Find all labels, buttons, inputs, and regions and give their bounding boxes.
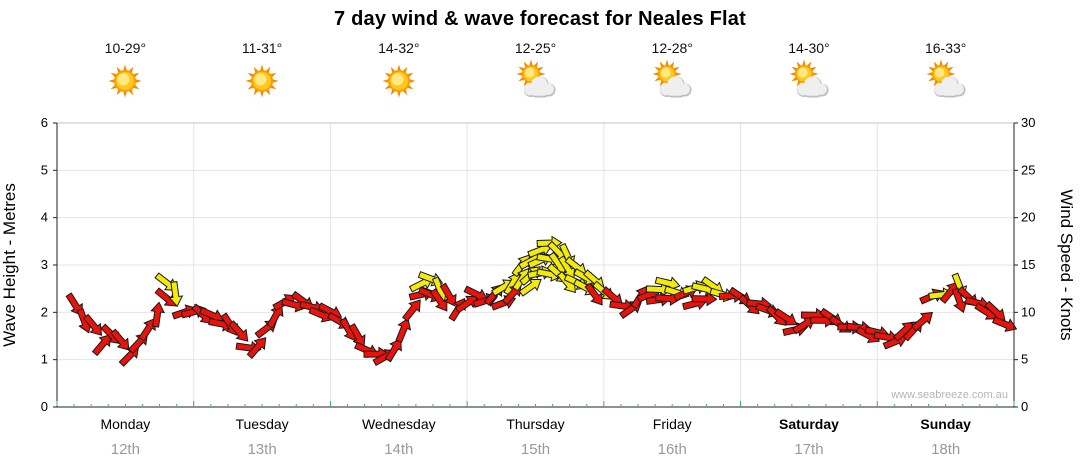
svg-text:0: 0 <box>1021 399 1028 414</box>
day-header-tuesday: 11-31° <box>194 40 331 103</box>
day-header-friday: 12-28° <box>604 40 741 103</box>
day-temp-range: 12-25° <box>514 40 557 56</box>
svg-text:3: 3 <box>41 257 48 272</box>
day-header-thursday: 12-25° <box>467 40 604 103</box>
sun-icon <box>108 64 142 98</box>
day-name-label: Friday <box>652 416 692 432</box>
date-labels: 12th 13th 14th 15th 16th 17th 18th <box>57 441 1014 458</box>
day-temp-range: 14-30° <box>788 40 830 56</box>
right-axis-title: Wind Speed - Knots <box>1057 189 1076 340</box>
day-temp-range: 11-31° <box>241 40 283 56</box>
day-header-sunday: 16-33° <box>877 40 1014 103</box>
sun-cloud-icon <box>789 59 829 98</box>
day-temp-range: 16-33° <box>924 40 967 56</box>
svg-text:10: 10 <box>1021 304 1035 319</box>
day-date-label: 15th <box>520 441 551 458</box>
sun-icon <box>382 64 416 98</box>
sun-cloud-icon <box>652 59 692 98</box>
day-header-saturday: 14-30° <box>741 40 878 103</box>
day-name-label: Thursday <box>506 416 565 432</box>
cloud-shape <box>933 76 966 98</box>
cloud-shape <box>796 76 829 98</box>
day-labels: Monday Tuesday Wednesday Thursday Friday Satu… <box>57 416 1014 432</box>
svg-text:1: 1 <box>41 352 48 367</box>
svg-text:25: 25 <box>1021 162 1035 177</box>
day-name-label: Wednesday <box>361 416 436 432</box>
day-date-label: 16th <box>657 441 687 458</box>
day-date-label: 18th <box>931 441 961 458</box>
axes <box>56 122 1015 408</box>
wind-arrows <box>65 235 1018 367</box>
day-header-wednesday: 14-32° <box>330 40 467 103</box>
day-date-label: 17th <box>794 441 824 458</box>
day-temp-range: 12-28° <box>651 40 693 56</box>
svg-text:15: 15 <box>1021 257 1035 272</box>
svg-text:0: 0 <box>41 399 48 414</box>
cloud-shape <box>660 76 692 98</box>
axis-tick-labels: 0 1 2 3 4 5 6 0 5 10 15 20 25 30 <box>41 115 1036 414</box>
svg-text:30: 30 <box>1021 115 1035 130</box>
left-axis-title: Wave Height - Metres <box>0 183 19 347</box>
day-date-label: 13th <box>247 441 277 458</box>
day-name-label: Saturday <box>778 416 839 432</box>
day-name-label: Tuesday <box>235 416 289 432</box>
svg-text:20: 20 <box>1021 210 1035 225</box>
day-temp-range: 10-29° <box>104 40 147 56</box>
day-name-label: Monday <box>100 416 151 432</box>
day-date-label: 12th <box>110 441 140 458</box>
axis-ticks <box>53 122 1018 408</box>
sun-cloud-icon <box>516 59 556 98</box>
sun-cloud-icon <box>926 59 966 98</box>
day-temp-range: 14-32° <box>378 40 420 56</box>
watermark: www.seabreeze.com.au <box>891 389 1008 401</box>
day-header-monday: 10-29° <box>57 40 194 103</box>
svg-text:6: 6 <box>41 115 48 130</box>
day-name-label: Sunday <box>920 416 971 432</box>
svg-text:4: 4 <box>41 210 48 225</box>
svg-text:2: 2 <box>41 304 48 319</box>
svg-text:5: 5 <box>41 162 48 177</box>
page-title: 7 day wind & wave forecast for Neales Fl… <box>334 8 746 30</box>
day-headers: 10-29° 11-31° 14-32° 12-25° 12-28° 14-30° 1… <box>57 40 1014 103</box>
day-date-label: 14th <box>384 441 414 458</box>
cloud-shape <box>523 76 556 98</box>
svg-text:5: 5 <box>1021 352 1028 367</box>
sun-icon <box>245 64 279 98</box>
gridlines <box>57 123 1014 407</box>
